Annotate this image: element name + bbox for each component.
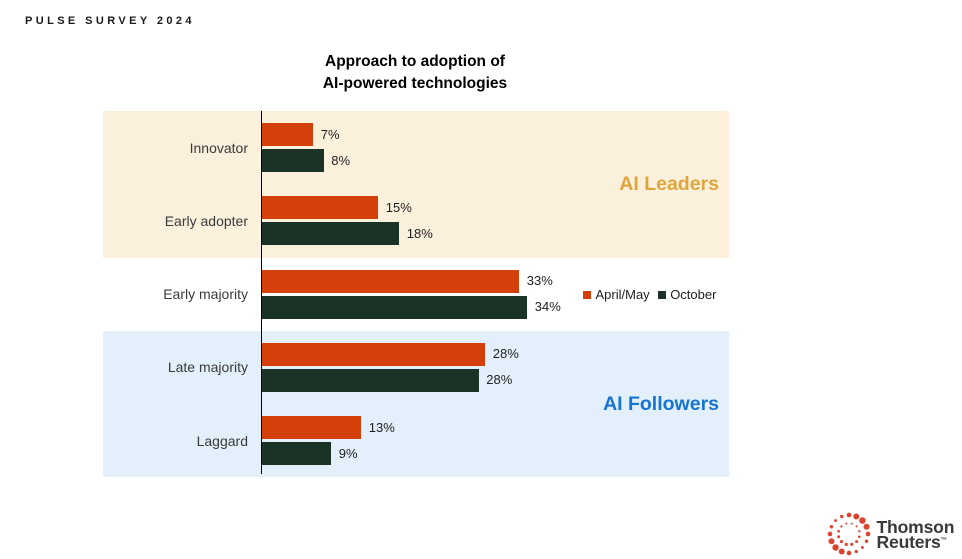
category-label: Early adopter	[164, 212, 248, 229]
value-label: 13%	[368, 419, 395, 435]
bar-april-may	[262, 196, 379, 220]
logo-wordmark: Thomson Reuters™	[876, 516, 955, 553]
value-label: 7%	[320, 126, 340, 142]
ai-leaders-band	[103, 111, 729, 258]
bar-october	[262, 149, 324, 173]
category-label: Laggard	[196, 432, 248, 449]
value-label: 8%	[331, 152, 351, 168]
ai-followers-label: AI Followers	[603, 393, 719, 416]
logo-wordmark-line1: Thomson	[876, 516, 955, 537]
kinesis-dots-icon	[827, 512, 871, 556]
bar-october	[262, 222, 400, 246]
value-label: 34%	[534, 299, 561, 315]
axis-line	[261, 111, 263, 474]
chart-title: Approach to adoption of AI-powered techn…	[215, 51, 615, 94]
value-label: 18%	[406, 225, 433, 241]
legend-swatch-october	[657, 290, 666, 299]
bar-april-may	[262, 342, 486, 366]
legend-label-october: October	[670, 287, 717, 302]
category-label: Early majority	[163, 286, 248, 303]
thomson-reuters-logo: Thomson Reuters™	[824, 509, 962, 559]
chart-title-line1: Approach to adoption of	[325, 53, 505, 70]
value-label: 33%	[526, 273, 553, 289]
bar-october	[262, 368, 479, 392]
value-label: 9%	[338, 445, 358, 461]
bar-april-may	[262, 416, 362, 440]
value-label: 15%	[385, 199, 412, 215]
bar-october	[262, 442, 332, 466]
bar-april-may	[262, 123, 314, 147]
value-label: 28%	[486, 372, 513, 388]
trademark-symbol: ™	[940, 537, 948, 545]
legend-label-april-may: April/May	[595, 287, 650, 302]
bar-april-may	[262, 269, 520, 293]
bar-october	[262, 295, 528, 319]
ai-leaders-label: AI Leaders	[619, 173, 719, 196]
category-label: Innovator	[189, 139, 248, 156]
survey-kicker: PULSE SURVEY 2024	[25, 14, 195, 27]
chart-title-line2: AI-powered technologies	[322, 74, 508, 92]
category-label: Late majority	[167, 359, 248, 376]
logo-wordmark-line2: Reuters™	[876, 532, 948, 553]
legend-swatch-april-may	[583, 290, 591, 299]
legend: April/May October	[583, 287, 724, 303]
value-label: 28%	[492, 346, 519, 362]
